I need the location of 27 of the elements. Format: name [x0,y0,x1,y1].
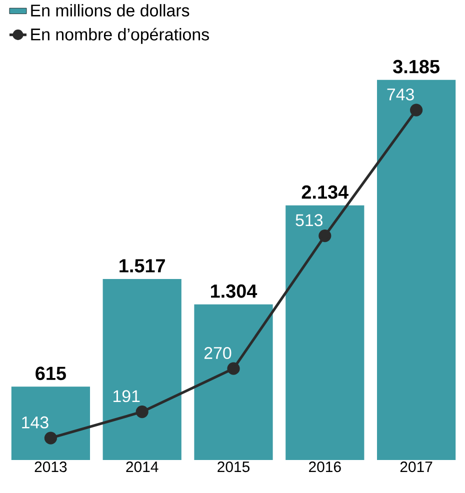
bar [102,278,182,460]
x-tick-label: 2017 [400,462,432,472]
x-tick-label: 2015 [218,462,250,472]
data-label: 615 [36,366,66,380]
bar [194,304,273,460]
legend-label: En millions de dollars [31,4,190,17]
x-tick-label: 2014 [126,462,158,472]
point [227,362,240,375]
bar [286,205,364,460]
point [44,432,57,444]
data-label: 1.517 [120,259,165,272]
data-label: 143 [22,416,48,428]
data-label: 1.304 [211,284,258,298]
data-label: 191 [114,390,140,402]
data-label: 270 [204,346,232,359]
x-tick-label: 2013 [34,462,67,472]
data-label: 3.185 [393,60,440,74]
point [318,229,332,242]
bar [11,386,90,460]
bar [377,80,456,460]
x-tick-label: 2016 [309,462,341,472]
data-label: 513 [296,214,323,226]
data-label: 2.134 [302,185,348,199]
data-label: 743 [387,88,414,100]
point [410,104,423,116]
legend-label: En nombre d’opérations [31,28,209,44]
point [136,405,148,418]
